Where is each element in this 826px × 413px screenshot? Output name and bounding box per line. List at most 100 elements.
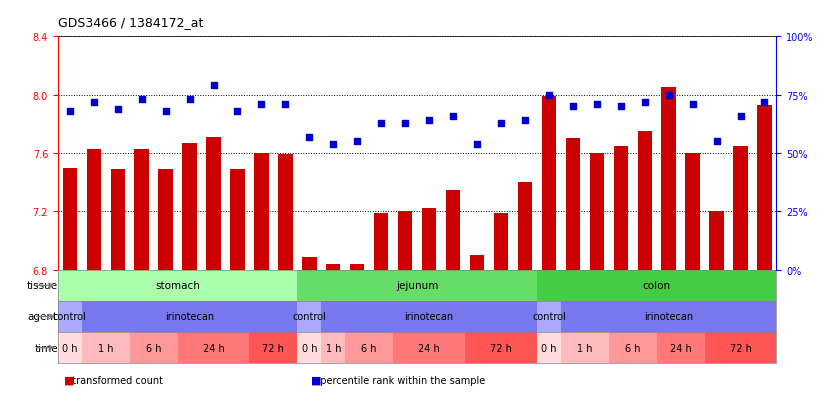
- Bar: [374, 214, 388, 270]
- Bar: [58, 301, 82, 332]
- Bar: [446, 190, 460, 270]
- Point: [566, 104, 579, 110]
- Text: control: control: [532, 312, 566, 322]
- Bar: [159, 170, 173, 270]
- Bar: [302, 257, 316, 270]
- Point: [135, 97, 149, 103]
- Bar: [297, 301, 321, 332]
- Point: [638, 99, 651, 106]
- Bar: [590, 154, 604, 270]
- Bar: [537, 270, 776, 301]
- Point: [351, 139, 364, 145]
- Point: [111, 106, 125, 113]
- Bar: [542, 97, 556, 270]
- Point: [614, 104, 628, 110]
- Text: agent: agent: [28, 312, 58, 322]
- Point: [590, 102, 603, 108]
- Bar: [350, 264, 364, 270]
- Text: transformed count: transformed count: [66, 375, 163, 385]
- Bar: [63, 168, 77, 270]
- Point: [254, 102, 268, 108]
- Bar: [297, 332, 321, 363]
- Bar: [82, 332, 130, 363]
- Text: control: control: [53, 312, 87, 322]
- Bar: [326, 264, 340, 270]
- Point: [375, 120, 388, 127]
- Text: 24 h: 24 h: [418, 343, 440, 353]
- Text: ■: ■: [64, 375, 74, 385]
- Text: percentile rank within the sample: percentile rank within the sample: [314, 375, 485, 385]
- Bar: [230, 170, 244, 270]
- Text: 6 h: 6 h: [146, 343, 161, 353]
- Text: ■: ■: [311, 375, 322, 385]
- Text: GDS3466 / 1384172_at: GDS3466 / 1384172_at: [58, 16, 203, 29]
- Bar: [757, 106, 771, 270]
- Bar: [58, 270, 297, 301]
- Bar: [82, 301, 297, 332]
- Text: irinotecan: irinotecan: [644, 312, 693, 322]
- Point: [302, 134, 316, 141]
- Text: 72 h: 72 h: [729, 343, 752, 353]
- Point: [64, 109, 77, 115]
- Text: jejunum: jejunum: [396, 281, 439, 291]
- Text: 1 h: 1 h: [98, 343, 113, 353]
- Point: [662, 92, 676, 99]
- Text: 24 h: 24 h: [670, 343, 691, 353]
- Bar: [614, 146, 628, 270]
- Bar: [422, 209, 436, 270]
- Point: [518, 118, 531, 124]
- Bar: [470, 256, 484, 270]
- Bar: [561, 301, 776, 332]
- Bar: [183, 143, 197, 270]
- Text: 0 h: 0 h: [301, 343, 317, 353]
- Bar: [398, 212, 412, 270]
- Text: 6 h: 6 h: [625, 343, 640, 353]
- Text: irinotecan: irinotecan: [405, 312, 453, 322]
- Bar: [87, 149, 101, 270]
- Point: [446, 113, 459, 120]
- Text: 72 h: 72 h: [490, 343, 512, 353]
- Bar: [278, 155, 292, 270]
- Bar: [393, 332, 465, 363]
- Bar: [662, 88, 676, 270]
- Bar: [135, 149, 149, 270]
- Bar: [321, 332, 345, 363]
- Point: [230, 109, 244, 115]
- Bar: [537, 332, 561, 363]
- Bar: [58, 332, 82, 363]
- Bar: [465, 332, 537, 363]
- Point: [758, 99, 771, 106]
- Point: [422, 118, 436, 124]
- Text: irinotecan: irinotecan: [165, 312, 214, 322]
- Bar: [254, 154, 268, 270]
- Point: [278, 102, 292, 108]
- Text: 0 h: 0 h: [541, 343, 557, 353]
- Point: [471, 141, 484, 147]
- Bar: [345, 332, 393, 363]
- Bar: [494, 214, 508, 270]
- Bar: [206, 138, 221, 270]
- Bar: [111, 170, 125, 270]
- Text: control: control: [292, 312, 326, 322]
- Text: 24 h: 24 h: [202, 343, 225, 353]
- Bar: [178, 332, 249, 363]
- Bar: [130, 332, 178, 363]
- Bar: [537, 301, 561, 332]
- Bar: [518, 183, 532, 270]
- Point: [327, 141, 340, 147]
- Bar: [638, 132, 652, 270]
- Point: [183, 97, 197, 103]
- Bar: [561, 332, 609, 363]
- Text: 6 h: 6 h: [362, 343, 377, 353]
- Point: [398, 120, 411, 127]
- Bar: [657, 332, 705, 363]
- Bar: [609, 332, 657, 363]
- Bar: [686, 154, 700, 270]
- Bar: [566, 139, 580, 270]
- Text: time: time: [34, 343, 58, 353]
- Text: 72 h: 72 h: [263, 343, 284, 353]
- Point: [542, 92, 555, 99]
- Point: [733, 113, 747, 120]
- Bar: [733, 146, 748, 270]
- Text: tissue: tissue: [26, 281, 58, 291]
